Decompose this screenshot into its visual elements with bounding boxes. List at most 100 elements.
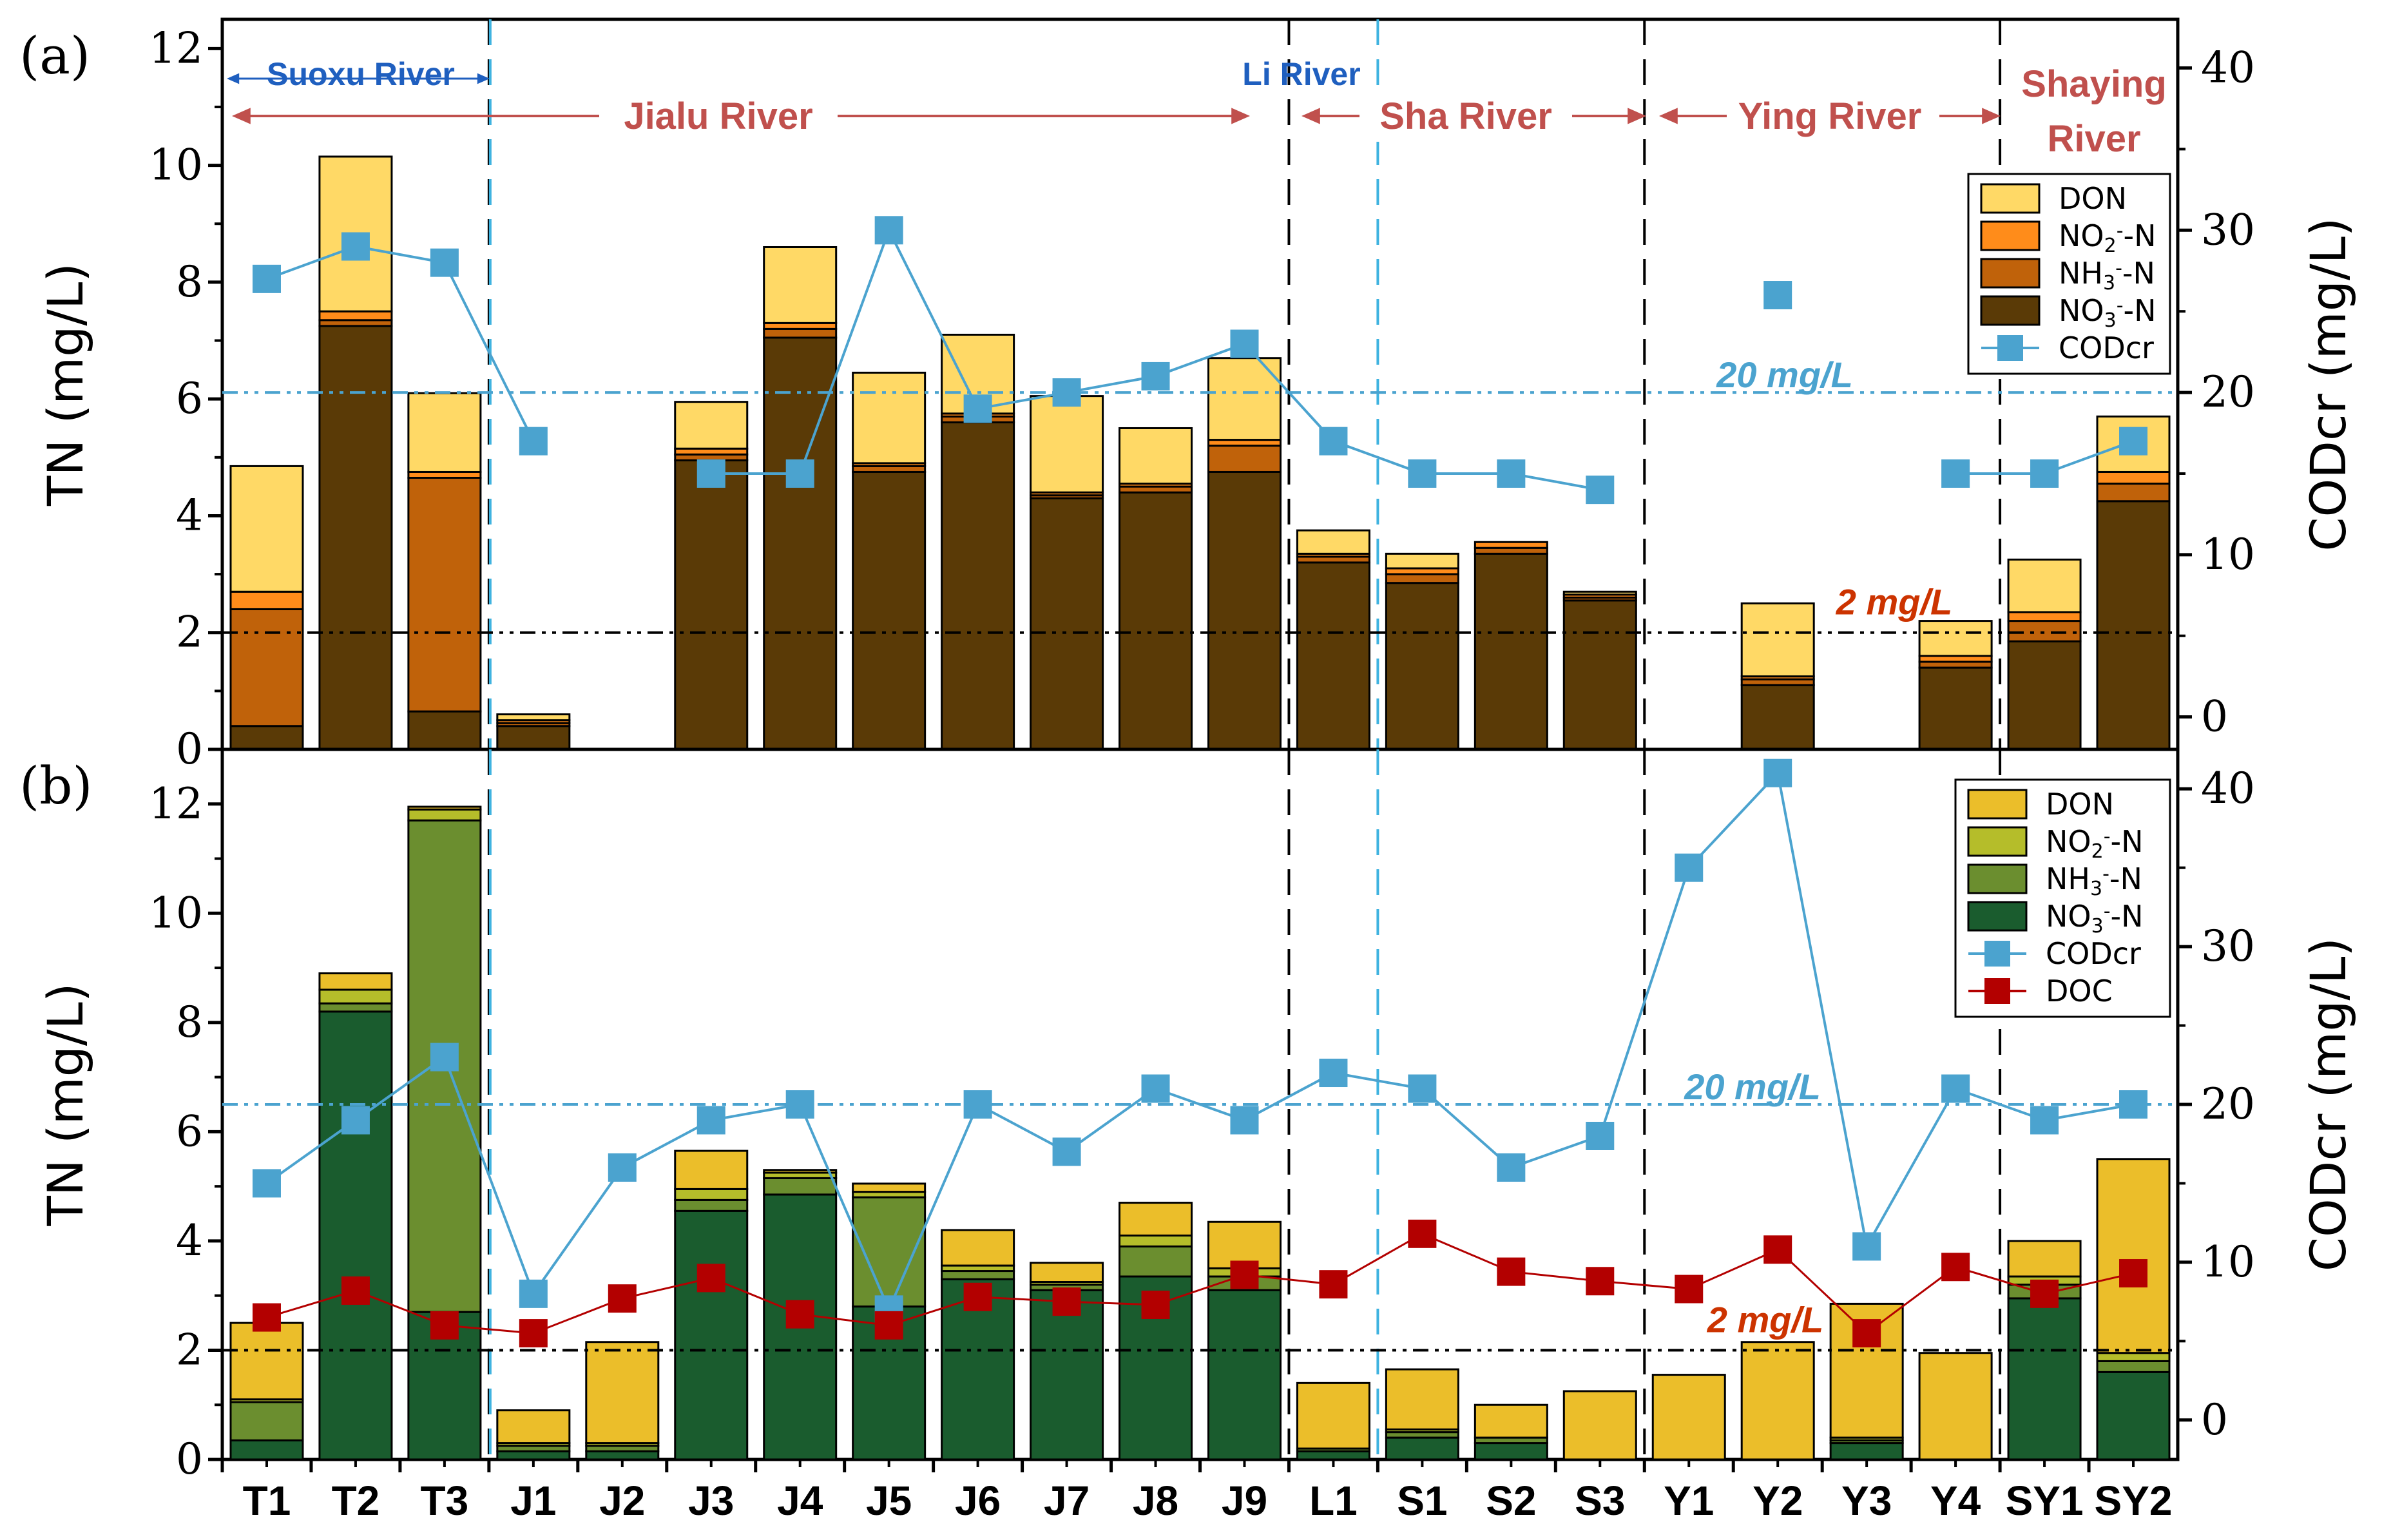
bar-J7-NO3N	[1030, 497, 1104, 751]
legend-swatch	[1980, 258, 2041, 289]
x-tick-label: Y2	[1753, 1477, 1803, 1524]
x-tick-label: T3	[421, 1477, 469, 1524]
codcr-point-J8	[1141, 361, 1170, 390]
legend-label: NH3--N	[2059, 256, 2155, 294]
panel-label: (b)	[19, 756, 93, 816]
bar-J9-NO3N	[1207, 1289, 1282, 1461]
x-tick-label: J9	[1222, 1477, 1267, 1524]
bar-J3-NO3N	[674, 459, 749, 751]
bar-S1-DON	[1385, 1368, 1459, 1430]
codcr-point-J4	[785, 1090, 814, 1119]
y-tick-label: 10	[149, 140, 203, 190]
bar-J8-NH3N	[1119, 1245, 1193, 1278]
bar-J6-NO3N	[941, 421, 1015, 751]
codcr-line	[266, 245, 535, 442]
bar-J2-DON	[585, 1341, 660, 1445]
bar-S2-NO3N	[1474, 552, 1548, 751]
doc-point-T3	[430, 1311, 459, 1340]
doc-point-T1	[252, 1303, 281, 1332]
legend-swatch	[1967, 826, 2028, 857]
x-tick-label: Y4	[1930, 1477, 1981, 1524]
bar-SY1-DON	[2007, 1240, 2082, 1278]
codcr-point-J3	[696, 459, 725, 488]
river-label-jialu: Jialu River	[624, 95, 812, 137]
doc-point-J8	[1141, 1291, 1170, 1320]
legend-swatch	[1980, 183, 2041, 214]
codcr-point-S1	[1408, 459, 1437, 488]
x-tick-label: S2	[1486, 1477, 1536, 1524]
legend-label: NO2--N	[2059, 218, 2156, 257]
y2-tick-label: 30	[2201, 205, 2255, 255]
bar-T2-NO2N	[318, 310, 393, 322]
codcr-point-Y3	[1852, 1232, 1881, 1261]
bar-T3-DON	[407, 392, 482, 473]
bar-SY1-NO3N	[2007, 640, 2082, 751]
doc-point-J5	[874, 1311, 903, 1340]
x-tick-label: Y3	[1841, 1477, 1892, 1524]
bar-Y2-DON	[1740, 1341, 1815, 1461]
bar-J7-DON	[1030, 1262, 1104, 1284]
x-tick-label: S3	[1575, 1477, 1625, 1524]
bar-L1-DON	[1296, 1381, 1370, 1450]
bar-J4-NH3N	[763, 327, 838, 339]
doc-point-J4	[785, 1300, 814, 1329]
codcr-point-J6	[963, 1090, 992, 1119]
codcr-point-J9	[1230, 329, 1259, 358]
bar-J4-DON	[763, 1169, 838, 1174]
y-tick-label: 6	[176, 1106, 203, 1156]
legend-label: DOC	[2046, 974, 2113, 1008]
bar-L1-DON	[1296, 529, 1370, 555]
bar-J3-NO3N	[674, 1209, 749, 1461]
x-tick-label: J2	[599, 1477, 645, 1524]
y2-tick-label: 40	[2201, 764, 2255, 813]
y-tick-label: 10	[149, 888, 203, 938]
codcr-point-J7	[1052, 378, 1081, 407]
bar-L1-NO3N	[1296, 1450, 1370, 1461]
bar-S1-NO3N	[1385, 582, 1459, 751]
codcr-point-J8	[1141, 1074, 1170, 1103]
y2-axis-label: CODcr (mg/L)	[2300, 217, 2357, 551]
bar-J8-NO3N	[1119, 491, 1193, 751]
x-tick-label: J6	[955, 1477, 1001, 1524]
arrow-head-left	[232, 108, 251, 124]
bar-Y4-DON	[1918, 1352, 1993, 1461]
river-label-suoxu: Suoxu River	[267, 56, 455, 92]
legend-marker-codcr	[1984, 941, 2010, 967]
codcr-point-SY1	[2030, 1106, 2059, 1135]
x-tick-label: J8	[1133, 1477, 1178, 1524]
codcr-point-T3	[430, 248, 459, 277]
codcr-point-SY1	[2030, 459, 2059, 488]
bar-T2-NH3N	[318, 1002, 393, 1013]
bar-J5-DON	[852, 371, 927, 465]
legend-label: NO2--N	[2046, 824, 2144, 863]
bar-S3-DON	[1562, 1390, 1637, 1461]
doc-point-S3	[1586, 1267, 1615, 1296]
bar-SY1-NO3N	[2007, 1297, 2082, 1461]
bar-J7-DON	[1030, 395, 1104, 494]
doc-point-Y3	[1852, 1319, 1881, 1348]
y2-axis-label: CODcr (mg/L)	[2300, 938, 2357, 1271]
threshold-label-cod: 20 mg/L	[1716, 354, 1853, 395]
river-label-bg	[599, 90, 838, 142]
bar-J2-NO3N	[585, 1450, 660, 1461]
codcr-point-S2	[1497, 459, 1526, 488]
river-label-shaying: Shaying	[2021, 63, 2167, 105]
y2-tick-label: 10	[2201, 530, 2255, 579]
legend-label: NH3--N	[2046, 861, 2142, 900]
threshold-label-tn: 2 mg/L	[1707, 1299, 1823, 1340]
bar-S2-NO3N	[1474, 1442, 1548, 1461]
y2-tick-label: 0	[2201, 1395, 2228, 1445]
river-label-shaying-2: River	[2047, 118, 2140, 160]
y-tick-label: 0	[176, 724, 203, 774]
codcr-point-S2	[1497, 1153, 1526, 1182]
bar-Y3-NO3N	[1829, 1442, 1904, 1461]
legend-swatch	[1967, 863, 2028, 894]
y-tick-label: 8	[176, 257, 203, 307]
codcr-point-T1	[252, 1169, 281, 1198]
doc-point-J7	[1052, 1287, 1081, 1316]
bar-J3-DON	[674, 401, 749, 450]
codcr-point-J6	[963, 394, 992, 423]
bar-J8-DON	[1119, 427, 1193, 485]
doc-point-Y4	[1941, 1253, 1970, 1282]
codcr-point-J5	[874, 216, 903, 245]
